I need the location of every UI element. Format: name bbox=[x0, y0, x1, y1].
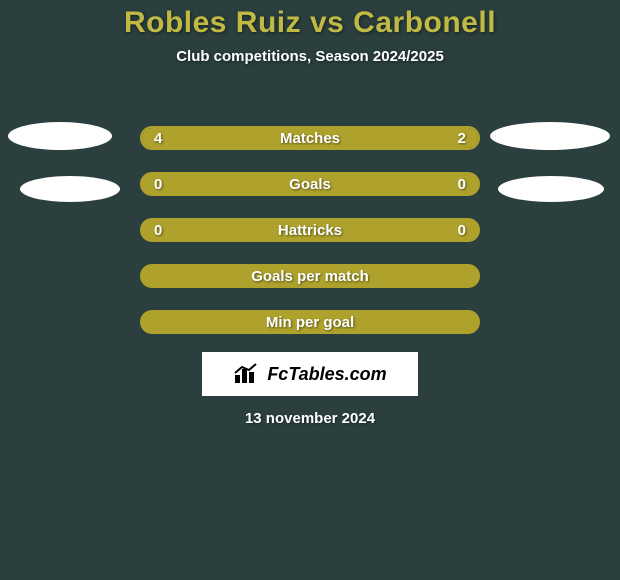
stat-row: 4Matches2 bbox=[140, 126, 480, 150]
date-label: 13 november 2024 bbox=[0, 410, 620, 427]
stat-label: Min per goal bbox=[142, 314, 478, 331]
avatar-right-1 bbox=[490, 122, 610, 150]
stat-label: Matches bbox=[142, 130, 478, 147]
page-title: Robles Ruiz vs Carbonell bbox=[0, 0, 620, 40]
avatar-left-1 bbox=[8, 122, 112, 150]
avatar-left-2 bbox=[20, 176, 120, 202]
stat-label: Goals bbox=[142, 176, 478, 193]
stat-value-right: 2 bbox=[458, 130, 466, 147]
stat-value-right: 0 bbox=[458, 222, 466, 239]
subtitle: Club competitions, Season 2024/2025 bbox=[0, 48, 620, 65]
stat-label: Goals per match bbox=[142, 268, 478, 285]
stat-rows: 4Matches20Goals00Hattricks0Goals per mat… bbox=[140, 126, 480, 356]
bar-chart-icon bbox=[233, 363, 261, 385]
stat-row: 0Goals0 bbox=[140, 172, 480, 196]
stat-row: Min per goal bbox=[140, 310, 480, 334]
comparison-infographic: Robles Ruiz vs Carbonell Club competitio… bbox=[0, 0, 620, 580]
source-badge: FcTables.com bbox=[202, 352, 418, 396]
avatar-right-2 bbox=[498, 176, 604, 202]
stat-row: 0Hattricks0 bbox=[140, 218, 480, 242]
source-badge-text: FcTables.com bbox=[267, 364, 386, 385]
stat-value-right: 0 bbox=[458, 176, 466, 193]
stat-label: Hattricks bbox=[142, 222, 478, 239]
stat-row: Goals per match bbox=[140, 264, 480, 288]
